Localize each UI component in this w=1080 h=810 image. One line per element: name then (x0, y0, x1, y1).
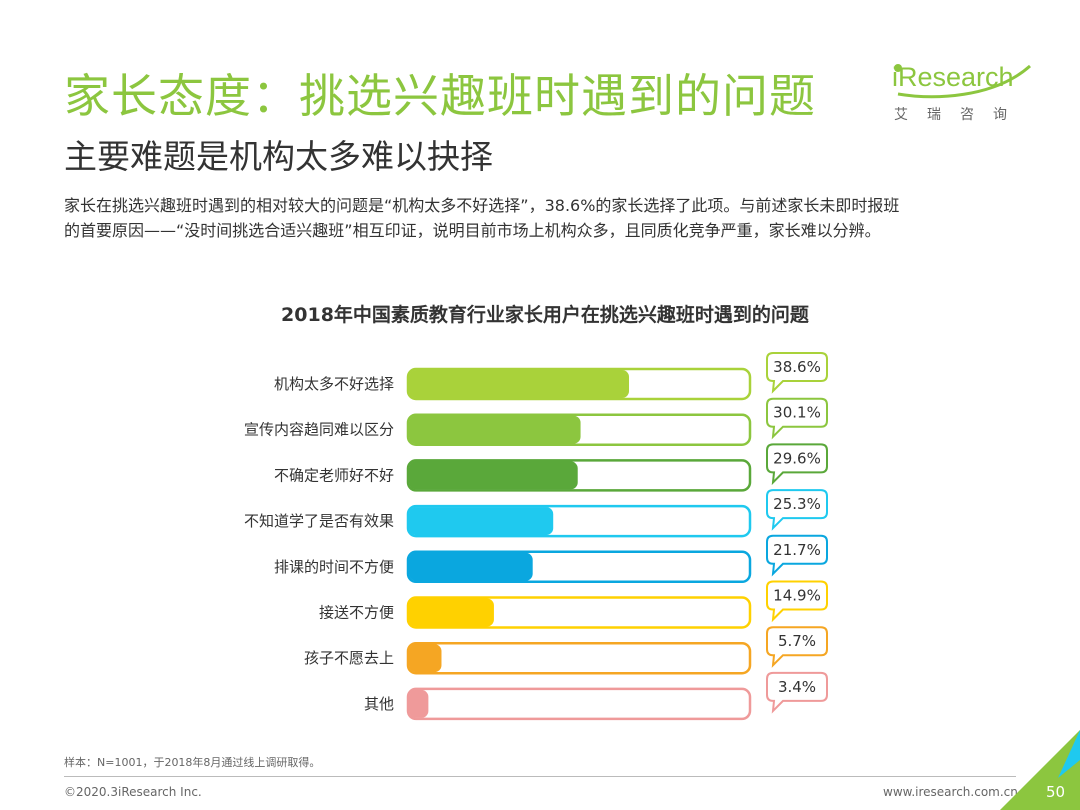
bar (409, 507, 554, 536)
value-bubble (766, 397, 828, 440)
bar-track (406, 687, 752, 721)
bar (409, 415, 581, 444)
data-label: 14.9% (773, 587, 821, 605)
data-label: 38.6% (773, 358, 821, 376)
category-label: 宣传内容趋同难以区分 (244, 421, 394, 439)
page-subtitle: 主要难题是机构太多难以抉择 (64, 137, 493, 176)
category-label: 不确定老师好不好 (274, 466, 394, 484)
category-label: 不知道学了是否有效果 (244, 512, 394, 530)
iresearch-logo: iResearch 艾瑞咨询 (892, 58, 1042, 128)
page-title: 家长态度：挑选兴趣班时遇到的问题 (64, 69, 816, 123)
bar (409, 644, 442, 673)
footer-divider (64, 776, 1016, 777)
value-bubble (766, 580, 828, 623)
value-bubble (766, 626, 828, 668)
bar-track (406, 641, 752, 675)
website-url: www.iresearch.com.cn (883, 785, 1018, 799)
corner-decoration (1000, 730, 1080, 810)
chart-title: 2018年中国素质教育行业家长用户在挑选兴趣班时遇到的问题 (281, 304, 809, 326)
description: 家长在挑选兴趣班时遇到的相对较大的问题是“机构太多不好选择”，38.6%的家长选… (64, 193, 1034, 243)
value-bubble (766, 489, 828, 531)
value-bubble (766, 534, 828, 577)
page-number: 50 (1046, 783, 1066, 801)
logo-wordmark: iResearch (892, 62, 1014, 92)
bar (409, 552, 533, 581)
data-label: 5.7% (778, 632, 816, 650)
category-label: 其他 (364, 695, 394, 713)
value-bubble (766, 352, 828, 394)
data-label: 3.4% (778, 678, 816, 696)
data-label: 25.3% (773, 495, 821, 513)
logo-swoosh-icon (894, 64, 1031, 99)
bar (409, 689, 429, 718)
description-line-2: 的首要原因——“没时间挑选合适兴趣班”相互印证，说明目前市场上机构众多，且同质化… (64, 221, 881, 240)
sample-note: 样本：N=1001，于2018年8月通过线上调研取得。 (64, 756, 321, 769)
logo-cn-name: 艾瑞咨询 (894, 107, 1026, 123)
bar (409, 370, 630, 398)
bar (409, 461, 578, 490)
data-label: 29.6% (773, 449, 821, 467)
category-label: 排课的时间不方便 (274, 558, 394, 576)
data-label: 30.1% (773, 404, 821, 422)
category-label: 接送不方便 (319, 604, 394, 622)
data-label: 21.7% (773, 541, 821, 559)
description-line-1: 家长在挑选兴趣班时遇到的相对较大的问题是“机构太多不好选择”，38.6%的家长选… (64, 196, 900, 215)
category-label: 机构太多不好选择 (274, 375, 394, 393)
value-bubble (766, 443, 828, 486)
category-label: 孩子不愿去上 (304, 649, 394, 667)
value-bubble (766, 671, 828, 714)
bar-chart: 机构太多不好选择 38.6% 宣传内容趋同难以区分 30.1% 不确定老师好不好 29.6… (244, 352, 828, 721)
bar (409, 598, 494, 627)
copyright: ©2020.3iResearch Inc. (64, 785, 202, 799)
